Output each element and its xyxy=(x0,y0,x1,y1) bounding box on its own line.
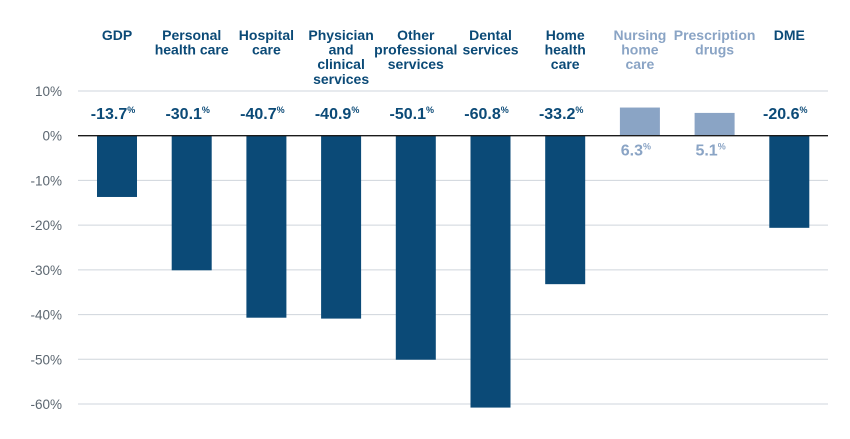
category-label: care xyxy=(551,56,580,72)
value-label: 5.1% xyxy=(695,142,725,160)
value-suffix: % xyxy=(718,142,726,152)
category-label: and xyxy=(329,42,354,58)
y-tick-label: -50% xyxy=(30,352,62,367)
value-number: -60.8 xyxy=(464,106,501,123)
y-tick-label: -40% xyxy=(30,308,62,323)
category-label: health xyxy=(545,42,586,58)
y-tick-label: -10% xyxy=(30,173,62,188)
value-label: -20.6% xyxy=(763,105,807,123)
category-label: care xyxy=(252,42,281,58)
value-suffix: % xyxy=(277,105,285,115)
category-label: services xyxy=(462,42,518,58)
value-suffix: % xyxy=(575,105,583,115)
value-suffix: % xyxy=(127,105,135,115)
bars xyxy=(97,107,810,408)
bar xyxy=(171,135,212,271)
category-label: GDP xyxy=(102,27,132,43)
bar xyxy=(769,135,810,228)
value-number: -13.7 xyxy=(91,106,128,123)
category-label: DME xyxy=(774,27,805,43)
value-label: -30.1% xyxy=(165,105,209,123)
bar xyxy=(619,107,660,136)
category-label: Nursing xyxy=(613,27,666,43)
category-label: drugs xyxy=(695,42,734,58)
category-label: Hospital xyxy=(239,27,294,43)
value-number: -30.1 xyxy=(165,106,202,123)
bar xyxy=(97,135,137,197)
category-label: services xyxy=(313,71,369,87)
y-tick-label: -20% xyxy=(30,218,62,233)
y-tick-label: -60% xyxy=(30,397,62,412)
value-label: -33.2% xyxy=(539,105,583,123)
value-number: -20.6 xyxy=(763,106,800,123)
category-label: Personal xyxy=(162,27,221,43)
bar xyxy=(321,135,362,319)
category-label: Prescription xyxy=(674,27,756,43)
category-label: Home xyxy=(546,27,585,43)
value-label: -13.7% xyxy=(91,105,135,123)
category-label: Other xyxy=(397,27,435,43)
value-labels: -13.7% -30.1% -40.7% -40.9% -50.1% -60.8% -33.… xyxy=(91,105,808,160)
category-label: clinical xyxy=(317,56,364,72)
value-suffix: % xyxy=(800,105,808,115)
value-number: -40.9 xyxy=(315,106,352,123)
value-suffix: % xyxy=(351,105,359,115)
bar xyxy=(694,112,735,136)
category-label: Physician xyxy=(308,27,373,43)
value-suffix: % xyxy=(501,105,509,115)
category-label: care xyxy=(625,56,654,72)
bar xyxy=(395,135,436,360)
value-number: -40.7 xyxy=(240,106,277,123)
value-number: 5.1 xyxy=(695,143,717,160)
value-label: -40.7% xyxy=(240,105,284,123)
value-number: 6.3 xyxy=(621,143,643,160)
category-label: home xyxy=(621,42,659,58)
category-label: professional xyxy=(374,42,457,58)
bar xyxy=(470,135,511,408)
category-label: Dental xyxy=(469,27,512,43)
value-label: 6.3% xyxy=(621,142,651,160)
y-tick-label: 10% xyxy=(35,84,62,99)
value-suffix: % xyxy=(202,105,210,115)
y-tick-label: 0% xyxy=(42,129,62,144)
value-suffix: % xyxy=(426,105,434,115)
value-number: -50.1 xyxy=(390,106,427,123)
value-label: -50.1% xyxy=(390,105,434,123)
value-label: -60.8% xyxy=(464,105,508,123)
y-axis: 10% 0% -10% -20% -30% -40% -50% -60% xyxy=(30,84,62,412)
value-suffix: % xyxy=(643,142,651,152)
value-number: -33.2 xyxy=(539,106,576,123)
bar xyxy=(545,135,586,285)
value-label: -40.9% xyxy=(315,105,359,123)
y-tick-label: -30% xyxy=(30,263,62,278)
bar xyxy=(246,135,287,318)
category-label: health care xyxy=(155,42,229,58)
category-label: services xyxy=(388,56,444,72)
